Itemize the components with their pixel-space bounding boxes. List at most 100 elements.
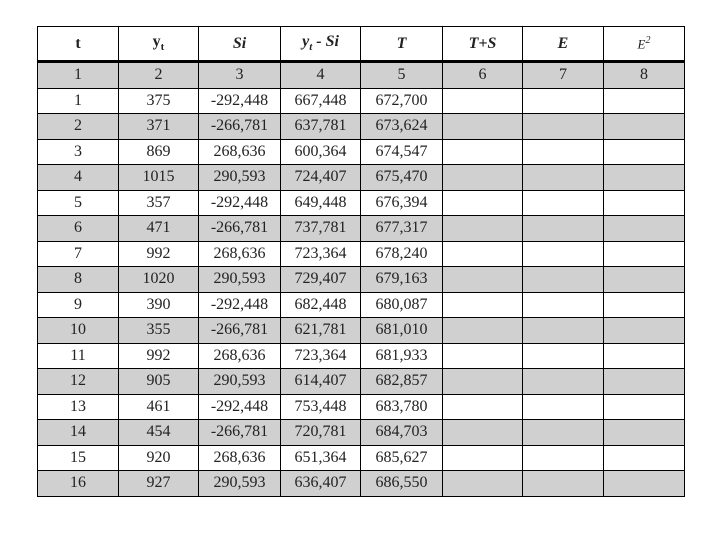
table-cell [603, 368, 685, 395]
table-cell: 15 [37, 444, 119, 471]
table-cell: 11 [37, 342, 119, 369]
table-cell: 600,364 [280, 138, 361, 165]
data-table: t yt Si yt - Si T T+S E E2 1 2 3 4 5 6 7 8 1 375-… [37, 26, 685, 497]
table-cell: 1 [37, 61, 119, 89]
table-cell: 2 [37, 113, 119, 140]
table-cell: 682,448 [280, 291, 361, 318]
table-cell: 685,627 [360, 444, 443, 471]
table-cell: -292,448 [198, 189, 281, 216]
table-cell: 355 [118, 317, 199, 344]
table-cell [442, 444, 523, 471]
table-cell [522, 240, 604, 267]
header-trend: T [360, 26, 443, 63]
table-cell [442, 368, 523, 395]
table-cell: 471 [118, 215, 199, 242]
table-cell: 677,317 [360, 215, 443, 242]
table-cell [522, 266, 604, 293]
table-cell: 621,781 [280, 317, 361, 344]
table-cell: 673,624 [360, 113, 443, 140]
table-row: 7 992 268,636 723,364 678,240 [37, 240, 685, 267]
table-cell [522, 419, 604, 446]
table-cell [603, 189, 685, 216]
header-error: E [522, 26, 604, 63]
table-row: 8 1020 290,593 729,407 679,163 [37, 266, 685, 293]
table-cell [603, 113, 685, 140]
table-row: 6 471 -266,781 737,781 677,317 [37, 215, 685, 242]
table-cell: 357 [118, 189, 199, 216]
table-row: 9 390 -292,448 682,448 680,087 [37, 291, 685, 318]
table-cell [522, 215, 604, 242]
table-cell [522, 470, 604, 497]
table-cell: 3 [37, 138, 119, 165]
table-cell: 375 [118, 87, 199, 114]
header-t: t [37, 26, 119, 63]
table-cell: 268,636 [198, 342, 281, 369]
table-cell: 8 [37, 266, 119, 293]
table-cell: 683,780 [360, 393, 443, 420]
table-cell [442, 266, 523, 293]
table-cell: 268,636 [198, 138, 281, 165]
table-row: 4 1015 290,593 724,407 675,470 [37, 164, 685, 191]
table-cell [442, 164, 523, 191]
table-cell [522, 164, 604, 191]
table-cell: -292,448 [198, 87, 281, 114]
table-cell: 672,700 [360, 87, 443, 114]
table-cell [603, 470, 685, 497]
table-cell: 13 [37, 393, 119, 420]
table-cell: 614,407 [280, 368, 361, 395]
table-cell [522, 342, 604, 369]
table-cell: 679,163 [360, 266, 443, 293]
table-cell: 637,781 [280, 113, 361, 140]
table-cell [603, 444, 685, 471]
table-cell: 723,364 [280, 240, 361, 267]
table-cell: 681,933 [360, 342, 443, 369]
table-cell: 3 [198, 61, 281, 89]
table-cell: 682,857 [360, 368, 443, 395]
table-cell [522, 444, 604, 471]
table-cell: 724,407 [280, 164, 361, 191]
table-cell: 290,593 [198, 470, 281, 497]
table-cell: 992 [118, 240, 199, 267]
table-cell: -266,781 [198, 317, 281, 344]
table-row: 5 357 -292,448 649,448 676,394 [37, 189, 685, 216]
table-cell [522, 317, 604, 344]
table-cell [442, 419, 523, 446]
table-cell: 684,703 [360, 419, 443, 446]
table-cell [603, 291, 685, 318]
table-cell: 290,593 [198, 266, 281, 293]
table-cell [603, 317, 685, 344]
header-row: t yt Si yt - Si T T+S E E2 [37, 26, 685, 63]
table-cell [442, 113, 523, 140]
table-cell [522, 393, 604, 420]
header-trend-plus-seasonal: T+S [442, 26, 523, 63]
table-cell [522, 138, 604, 165]
table-cell: 9 [37, 291, 119, 318]
table-cell: 12 [37, 368, 119, 395]
table-row: 13 461 -292,448 753,448 683,780 [37, 393, 685, 420]
table-cell [442, 470, 523, 497]
table-cell [442, 138, 523, 165]
table-row: 12 905 290,593 614,407 682,857 [37, 368, 685, 395]
table-cell [603, 164, 685, 191]
table-row: 1 375 -292,448 667,448 672,700 [37, 87, 685, 114]
table-row: 14 454 -266,781 720,781 684,703 [37, 419, 685, 446]
table-cell: -292,448 [198, 291, 281, 318]
table-cell: 390 [118, 291, 199, 318]
table-cell: 651,364 [280, 444, 361, 471]
table-cell: 674,547 [360, 138, 443, 165]
table-cell: 927 [118, 470, 199, 497]
table-row: 11 992 268,636 723,364 681,933 [37, 342, 685, 369]
table-row: 3 869 268,636 600,364 674,547 [37, 138, 685, 165]
table-cell: 1 [37, 87, 119, 114]
table-cell: 1020 [118, 266, 199, 293]
table-cell: 8 [603, 61, 685, 89]
table-cell: 992 [118, 342, 199, 369]
table-cell: -266,781 [198, 113, 281, 140]
table-cell: -292,448 [198, 393, 281, 420]
table-row: 15 920 268,636 651,364 685,627 [37, 444, 685, 471]
table-cell [603, 419, 685, 446]
table-row: 10 355 -266,781 621,781 681,010 [37, 317, 685, 344]
table-cell: 4 [280, 61, 361, 89]
table-cell: 753,448 [280, 393, 361, 420]
